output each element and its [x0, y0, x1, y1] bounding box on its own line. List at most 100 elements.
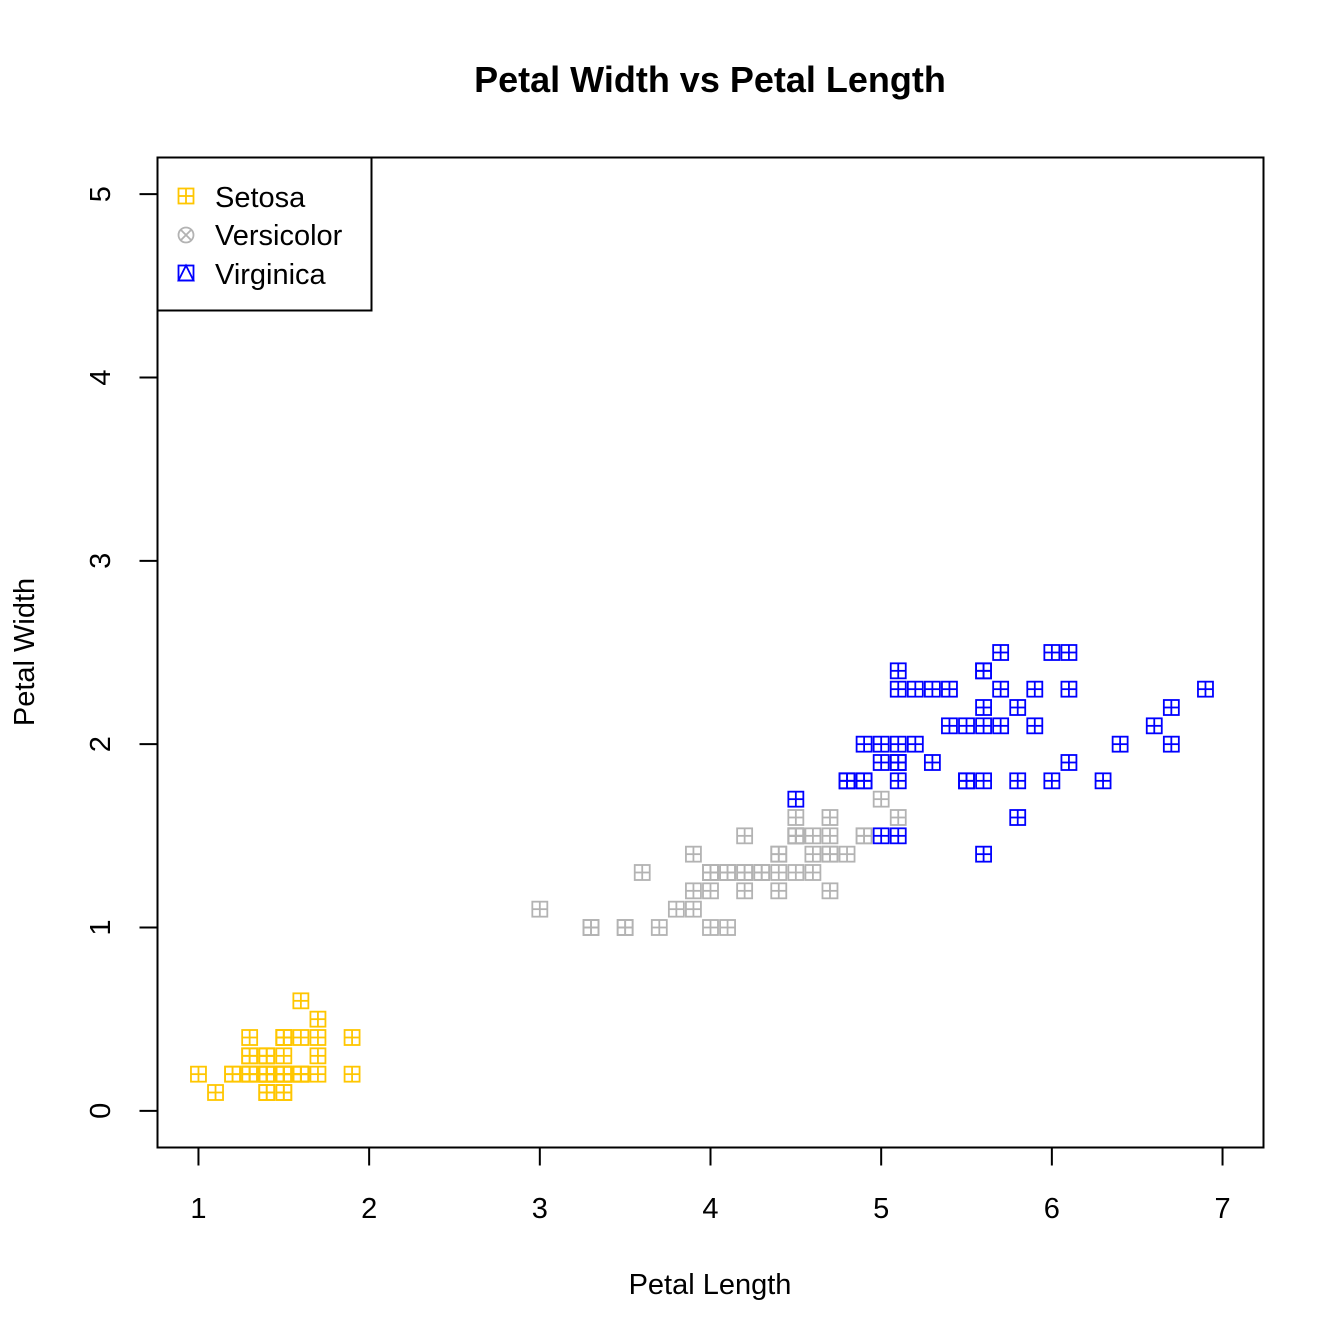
point-virginica — [855, 772, 873, 790]
point-virginica — [923, 680, 941, 698]
point-versicolor — [616, 919, 634, 936]
point-virginica — [975, 699, 992, 716]
point-setosa — [190, 1065, 207, 1083]
point-virginica — [992, 717, 1010, 735]
x-tick-label: 4 — [702, 1193, 718, 1225]
point-virginica — [1094, 772, 1112, 790]
point-versicolor — [770, 845, 788, 863]
point-virginica — [889, 735, 907, 753]
point-versicolor — [702, 864, 719, 881]
point-virginica — [1197, 680, 1214, 698]
point-virginica — [838, 772, 856, 790]
point-setosa — [343, 1065, 361, 1083]
point-virginica — [975, 772, 992, 790]
y-tick-label: 4 — [85, 369, 117, 385]
point-setosa — [343, 1029, 361, 1046]
point-setosa — [309, 1010, 327, 1028]
point-versicolor — [685, 882, 702, 900]
legend-label-setosa: Setosa — [215, 182, 306, 214]
point-virginica — [1009, 772, 1027, 790]
point-versicolor — [685, 900, 702, 918]
point-virginica — [872, 735, 890, 753]
point-virginica — [1060, 644, 1078, 661]
point-versicolor — [719, 864, 736, 881]
point-versicolor — [736, 864, 754, 881]
point-virginica — [958, 717, 975, 735]
point-versicolor — [633, 864, 651, 881]
point-setosa — [292, 992, 310, 1010]
point-virginica — [1162, 699, 1180, 716]
x-tick-label: 7 — [1214, 1193, 1230, 1225]
point-virginica — [1043, 772, 1061, 790]
point-versicolor — [804, 827, 822, 845]
point-virginica — [872, 827, 890, 845]
y-tick-label: 2 — [85, 736, 117, 752]
point-versicolor — [736, 882, 754, 900]
point-virginica — [1026, 717, 1044, 735]
x-tick-label: 1 — [190, 1193, 206, 1225]
point-setosa — [275, 1084, 293, 1101]
point-virginica — [1009, 809, 1027, 826]
point-virginica — [1026, 680, 1044, 698]
point-versicolor — [736, 827, 754, 845]
point-setosa — [224, 1065, 241, 1083]
point-versicolor — [582, 919, 600, 936]
y-tick-label: 1 — [85, 919, 117, 935]
point-setosa — [241, 1029, 259, 1046]
x-tick-label: 6 — [1044, 1193, 1060, 1225]
point-virginica — [889, 680, 907, 698]
legend-marker-virginica-icon — [177, 263, 195, 282]
legend-label-versicolor: Versicolor — [215, 220, 343, 252]
point-versicolor — [821, 809, 839, 826]
point-versicolor — [787, 864, 805, 881]
point-virginica — [975, 662, 992, 680]
point-virginica — [992, 644, 1010, 661]
point-virginica — [923, 754, 941, 771]
point-virginica — [1060, 680, 1078, 698]
point-versicolor — [787, 809, 805, 826]
point-virginica — [889, 772, 907, 790]
data-points — [190, 644, 1214, 1101]
point-versicolor — [531, 900, 549, 918]
y-tick-label: 0 — [85, 1103, 117, 1119]
point-setosa — [309, 1047, 327, 1065]
point-versicolor — [753, 864, 771, 881]
point-versicolor — [702, 919, 719, 936]
point-virginica — [958, 772, 975, 790]
x-tick-label: 3 — [532, 1193, 548, 1225]
point-virginica — [855, 735, 873, 753]
point-versicolor — [821, 882, 839, 900]
chart-title: Petal Width vs Petal Length — [474, 59, 946, 100]
point-versicolor — [804, 845, 822, 863]
x-axis: 1 2 3 4 5 6 7 — [190, 1146, 1231, 1225]
x-tick-label: 5 — [873, 1193, 889, 1225]
point-virginica — [941, 717, 958, 735]
point-virginica — [1145, 717, 1163, 735]
point-virginica — [992, 680, 1010, 698]
legend-marker-shape — [177, 226, 195, 244]
legend-item-versicolor: Versicolor — [177, 220, 343, 252]
point-versicolor — [685, 845, 702, 863]
point-versicolor — [889, 809, 907, 826]
x-axis-label: Petal Length — [629, 1269, 792, 1301]
legend-label-virginica: Virginica — [215, 259, 327, 291]
point-virginica — [1060, 754, 1078, 771]
point-virginica — [889, 754, 907, 771]
point-setosa — [241, 1047, 259, 1065]
point-setosa — [292, 1065, 310, 1083]
point-virginica — [889, 662, 907, 680]
point-virginica — [1111, 735, 1129, 753]
point-setosa — [292, 1029, 310, 1046]
y-tick-label: 3 — [85, 553, 117, 569]
legend-item-virginica: Virginica — [177, 259, 327, 291]
point-setosa — [258, 1047, 276, 1065]
point-virginica — [1043, 644, 1061, 661]
point-virginica — [872, 754, 890, 771]
point-virginica — [975, 845, 992, 863]
point-virginica — [906, 680, 924, 698]
point-setosa — [258, 1065, 276, 1083]
point-setosa — [275, 1065, 293, 1083]
point-setosa — [309, 1065, 327, 1083]
y-tick-label: 5 — [85, 186, 117, 202]
